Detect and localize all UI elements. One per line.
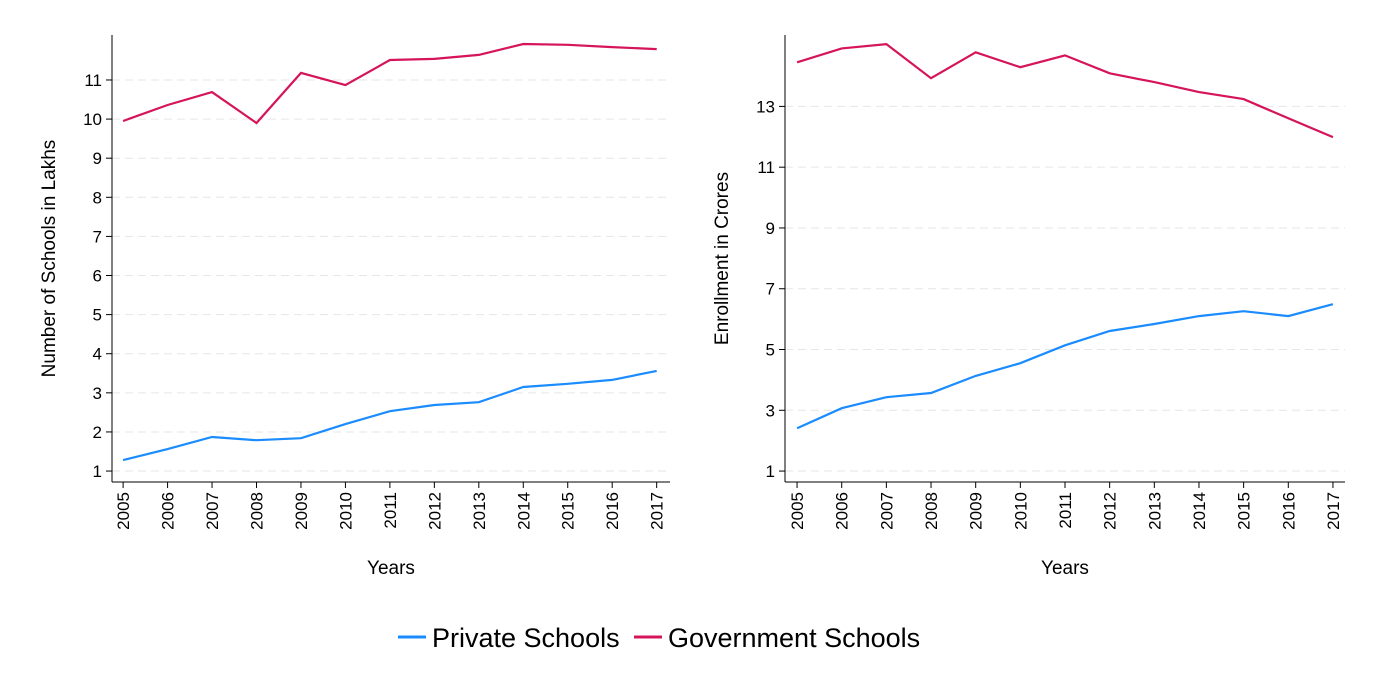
x-tick-label: 2016 bbox=[603, 492, 622, 530]
x-tick-label: 2014 bbox=[514, 492, 533, 530]
x-tick-label: 2008 bbox=[248, 492, 267, 530]
y-tick-label: 7 bbox=[93, 227, 102, 246]
x-tick-label: 2007 bbox=[203, 492, 222, 530]
y-tick-label: 1 bbox=[93, 462, 102, 481]
y-tick-label: 4 bbox=[93, 345, 102, 364]
x-tick-label: 2017 bbox=[1324, 492, 1343, 530]
x-tick-label: 2011 bbox=[381, 492, 400, 529]
y-tick-label: 5 bbox=[93, 306, 102, 325]
y-axis-label: Number of Schools in Lakhs bbox=[39, 140, 60, 378]
y-tick-label: 2 bbox=[93, 423, 102, 442]
y-tick-label: 6 bbox=[93, 267, 102, 286]
y-tick-label: 10 bbox=[83, 110, 102, 129]
x-tick-label: 2006 bbox=[833, 492, 852, 530]
y-tick-label: 13 bbox=[756, 97, 775, 116]
series-line-government bbox=[122, 42, 657, 125]
x-tick-label: 2014 bbox=[1190, 492, 1209, 530]
chart-number-of-schools: 1 2 3 4 5 6 7 8 9 10 11 2005 2006 2007 2008 2009 2010 201… bbox=[39, 35, 670, 579]
x-tick-label: 2006 bbox=[159, 492, 178, 530]
x-tick-label: 2010 bbox=[1011, 492, 1030, 530]
legend: Private Schools Government Schools bbox=[398, 623, 920, 653]
x-tick-label: 2012 bbox=[425, 492, 444, 530]
x-tick-label: 2013 bbox=[470, 492, 489, 530]
y-tick-label: 9 bbox=[766, 219, 775, 238]
x-tick-label: 2015 bbox=[559, 492, 578, 530]
x-axis-label: Years bbox=[1041, 558, 1089, 579]
x-tick-label: 2009 bbox=[967, 492, 986, 530]
x-tick-label: 2016 bbox=[1279, 492, 1298, 530]
x-axis-label: Years bbox=[367, 558, 415, 579]
x-tick-label: 2007 bbox=[877, 492, 896, 530]
y-tick-label: 11 bbox=[84, 71, 102, 90]
x-tick-label: 2011 bbox=[1056, 492, 1075, 529]
y-tick-label: 8 bbox=[93, 188, 102, 207]
y-tick-label: 3 bbox=[766, 401, 775, 420]
y-tick-label: 9 bbox=[93, 149, 102, 168]
y-tick-label: 11 bbox=[757, 158, 775, 177]
y-tick-label: 7 bbox=[766, 280, 775, 299]
x-tick-label: 2015 bbox=[1235, 492, 1254, 530]
legend-label-private: Private Schools bbox=[432, 623, 620, 653]
series-line-government bbox=[796, 42, 1334, 139]
x-tick-label: 2012 bbox=[1101, 492, 1120, 530]
x-tick-label: 2009 bbox=[292, 492, 311, 530]
y-axis-label: Enrollment in Crores bbox=[712, 172, 733, 345]
series-line-private bbox=[122, 369, 657, 462]
x-tick-label: 2008 bbox=[922, 492, 941, 530]
y-tick-label: 5 bbox=[766, 341, 775, 360]
x-tick-label: 2005 bbox=[788, 492, 807, 530]
y-tick-label: 1 bbox=[766, 462, 775, 481]
legend-label-government: Government Schools bbox=[668, 623, 920, 653]
x-tick-label: 2013 bbox=[1145, 492, 1164, 530]
series-line-private bbox=[796, 303, 1334, 430]
x-tick-label: 2017 bbox=[648, 492, 667, 530]
y-tick-label: 3 bbox=[93, 384, 102, 403]
x-tick-label: 2005 bbox=[114, 492, 133, 530]
x-tick-label: 2010 bbox=[336, 492, 355, 530]
